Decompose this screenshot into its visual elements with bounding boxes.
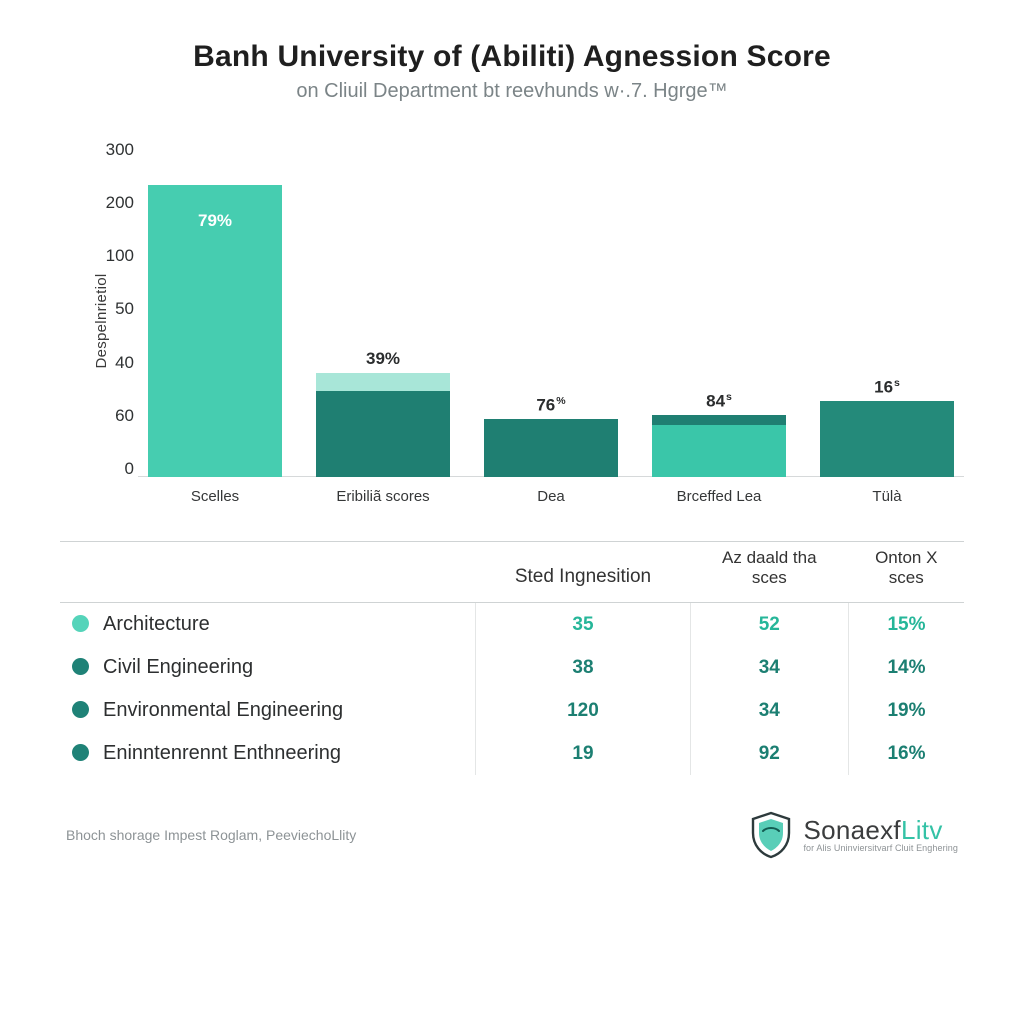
row-label: Eninntenrennt Enthneering	[60, 732, 476, 775]
y-tick: 0	[86, 460, 134, 477]
x-tick-label: Brceffed Lea	[652, 488, 786, 505]
table-cell: 52	[690, 603, 848, 647]
table-head: Sted IngnesitionAz daald thascesOnton Xs…	[60, 542, 964, 603]
table-cell: 19%	[849, 689, 964, 732]
legend-dot-icon	[72, 701, 89, 718]
table-row: Eninntenrennt Enthneering199216%	[60, 732, 964, 775]
bar-value-label: 76%	[536, 395, 565, 416]
bar-segment	[484, 419, 618, 477]
title-block: Banh University of (Abiliti) Agnession S…	[60, 40, 964, 103]
bar-value-label: 79%	[198, 211, 232, 231]
footer-note: Bhoch shorage Impest Roglam, PeeviechoLl…	[66, 827, 356, 843]
legend-dot-icon	[72, 658, 89, 675]
column-header: Az daald thasces	[690, 542, 848, 603]
x-tick-label: Scelles	[148, 488, 282, 505]
brand-name: SonaexfLitv	[803, 817, 958, 844]
legend-dot-icon	[72, 744, 89, 761]
bar-column: 39%	[316, 373, 450, 477]
table-cell: 34	[690, 646, 848, 689]
bar-segment	[316, 373, 450, 391]
y-tick: 100	[86, 247, 134, 264]
row-label: Civil Engineering	[60, 646, 476, 689]
x-tick-label: Dea	[484, 488, 618, 505]
bar-segment	[652, 415, 786, 425]
y-tick: 300	[86, 141, 134, 158]
bar-segment	[652, 425, 786, 477]
x-axis-labels: Scelles Eribiliã scores Dea Brceffed Lea Tül…	[138, 488, 964, 505]
x-tick-label: Eribiliã scores	[316, 488, 450, 505]
x-tick-label: Tülà	[820, 488, 954, 505]
bar-segment	[820, 401, 954, 477]
bar-value-label: 84s	[706, 391, 732, 412]
data-table: Sted IngnesitionAz daald thascesOnton Xs…	[60, 541, 964, 775]
row-label: Architecture	[60, 603, 476, 647]
table-cell: 14%	[849, 646, 964, 689]
y-tick: 40	[86, 354, 134, 371]
bar-column: 79%	[148, 185, 282, 477]
bar-chart: Despelnrietiol 3002001005040600 79%39%76…	[60, 141, 964, 501]
table-cell: 38	[476, 646, 690, 689]
brand-tagline: for Alis Uninviersitvarf Cluit Enghering	[803, 844, 958, 853]
page-subtitle: on Cliuil Department bt reevhunds w·.7. …	[60, 80, 964, 103]
table-body: Architecture355215%Civil Engineering3834…	[60, 603, 964, 776]
plot-area: 3002001005040600 79%39%76%84s16s Scelles…	[138, 141, 964, 501]
table-cell: 92	[690, 732, 848, 775]
column-header: Sted Ingnesition	[476, 542, 690, 603]
row-label: Environmental Engineering	[60, 689, 476, 732]
table-cell: 16%	[849, 732, 964, 775]
bar-column: 84s	[652, 415, 786, 477]
y-tick: 50	[86, 300, 134, 317]
table-row: Architecture355215%	[60, 603, 964, 647]
bar-value-label: 39%	[366, 349, 400, 369]
table-cell: 35	[476, 603, 690, 647]
table-cell: 15%	[849, 603, 964, 647]
y-tick: 200	[86, 194, 134, 211]
table-cell: 34	[690, 689, 848, 732]
bar-column: 16s	[820, 401, 954, 477]
page-title: Banh University of (Abiliti) Agnession S…	[60, 40, 964, 74]
table-row: Environmental Engineering1203419%	[60, 689, 964, 732]
bar-column: 76%	[484, 419, 618, 477]
table-cell: 19	[476, 732, 690, 775]
footer: Bhoch shorage Impest Roglam, PeeviechoLl…	[60, 811, 964, 859]
shield-icon	[749, 811, 793, 859]
y-axis-ticks: 300 200 100 50 40 60 0	[86, 141, 134, 477]
y-tick: 60	[86, 407, 134, 424]
brand: SonaexfLitv for Alis Uninviersitvarf Clu…	[749, 811, 958, 859]
column-header	[60, 542, 476, 603]
legend-dot-icon	[72, 615, 89, 632]
bar-segment	[316, 391, 450, 477]
bars-row: 79% 39% 76% 84s 16s	[138, 141, 964, 477]
column-header: Onton Xsces	[849, 542, 964, 603]
bar-value-label: 16s	[874, 377, 900, 398]
table-row: Civil Engineering383414%	[60, 646, 964, 689]
table-cell: 120	[476, 689, 690, 732]
